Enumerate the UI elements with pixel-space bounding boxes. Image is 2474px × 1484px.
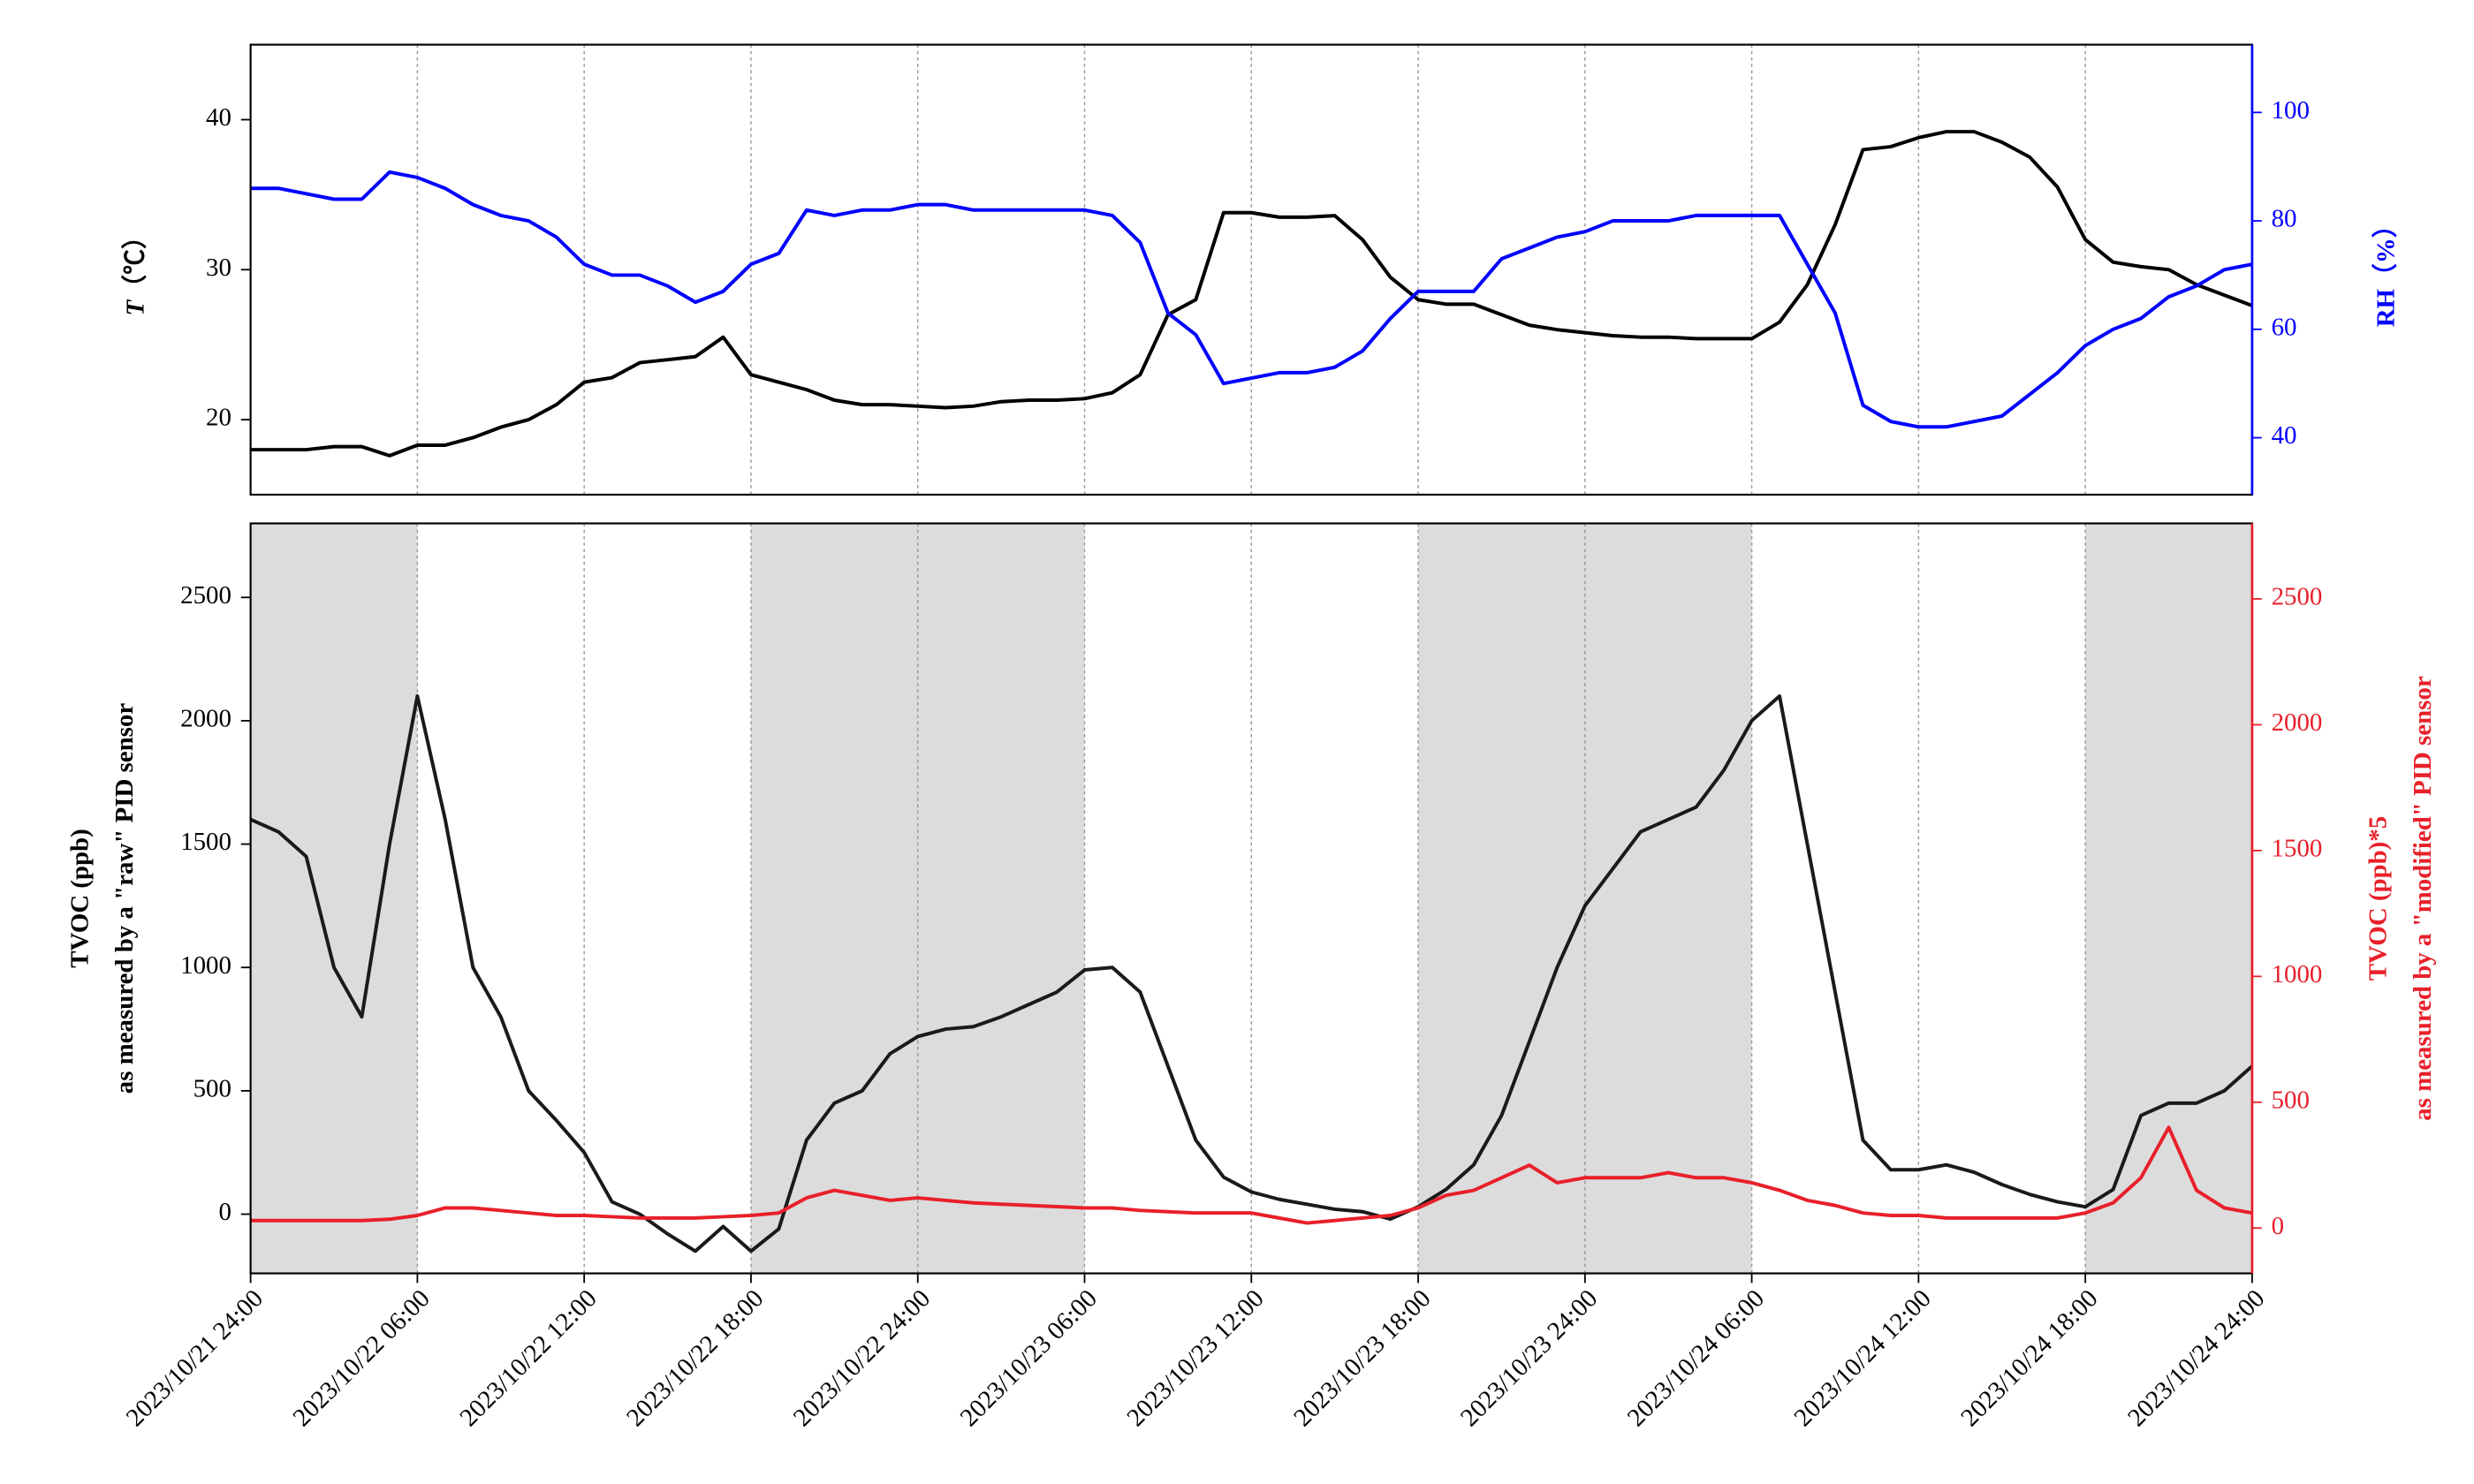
y-tick-label: 0	[218, 1198, 231, 1226]
y-tick-label: 40	[206, 103, 231, 132]
series-line	[250, 170, 2253, 429]
x-tick-label: 2023/10/24 12:00	[1788, 1284, 1936, 1432]
x-tick-label: 2023/10/24 18:00	[1955, 1284, 2103, 1432]
y-tick-label: 30	[206, 254, 231, 282]
x-tick-label: 2023/10/23 06:00	[955, 1284, 1103, 1432]
y-axis-label: T（℃）	[121, 223, 150, 315]
y-tick-label: 20	[206, 404, 231, 432]
y2-tick-label: 0	[2272, 1212, 2284, 1240]
x-tick-label: 2023/10/23 12:00	[1121, 1284, 1269, 1432]
y2-tick-label: 80	[2272, 205, 2297, 233]
y2-axis-label: TVOC (ppb)*5	[2364, 816, 2393, 980]
y2-axis-label: RH（%）	[2372, 212, 2401, 327]
x-tick-label: 2023/10/23 24:00	[1455, 1284, 1603, 1432]
y-tick-label: 500	[194, 1075, 231, 1103]
x-tick-label: 2023/10/24 06:00	[1622, 1284, 1770, 1432]
x-tick-label: 2023/10/23 18:00	[1288, 1284, 1436, 1432]
plot-frame	[249, 522, 2253, 1275]
x-tick-label: 2023/10/22 18:00	[621, 1284, 769, 1432]
y-axis-label-part: （℃）	[121, 223, 150, 300]
y-tick-label: 2500	[180, 581, 231, 610]
x-tick-label: 2023/10/22 12:00	[454, 1284, 602, 1432]
series-line	[250, 1125, 2253, 1225]
x-tick-label: 2023/10/24 24:00	[2122, 1284, 2270, 1432]
y-tick-label: 1500	[180, 828, 231, 856]
y-axis-label: TVOC (ppb)	[65, 829, 94, 968]
y2-tick-label: 100	[2272, 96, 2310, 125]
series-line	[250, 130, 2253, 458]
y-axis-label-part: T	[122, 299, 150, 315]
series-line	[249, 694, 2254, 1253]
night-shade	[1418, 523, 1752, 1274]
y-tick-label: 1000	[180, 951, 231, 980]
y2-tick-label: 2000	[2272, 708, 2323, 737]
y2-tick-label: 40	[2272, 421, 2297, 450]
y-tick-label: 2000	[180, 705, 231, 733]
night-shade	[750, 523, 1085, 1274]
y2-tick-label: 60	[2272, 313, 2297, 341]
y2-tick-label: 1500	[2272, 835, 2323, 863]
night-shade	[2085, 523, 2252, 1274]
y2-tick-label: 500	[2272, 1086, 2310, 1114]
night-shade	[250, 523, 418, 1274]
y2-axis-label: as measured by a "modified" PID sensor	[2409, 676, 2437, 1121]
y2-tick-label: 2500	[2272, 583, 2323, 611]
y2-tick-label: 1000	[2272, 960, 2323, 988]
y-axis-label: as measured by a "raw" PID sensor	[110, 703, 139, 1094]
x-tick-label: 2023/10/22 06:00	[288, 1284, 436, 1432]
x-tick-label: 2023/10/21 24:00	[121, 1284, 269, 1432]
x-tick-label: 2023/10/22 24:00	[788, 1284, 936, 1432]
y2-axis-label-part: RH（%）	[2372, 212, 2401, 327]
